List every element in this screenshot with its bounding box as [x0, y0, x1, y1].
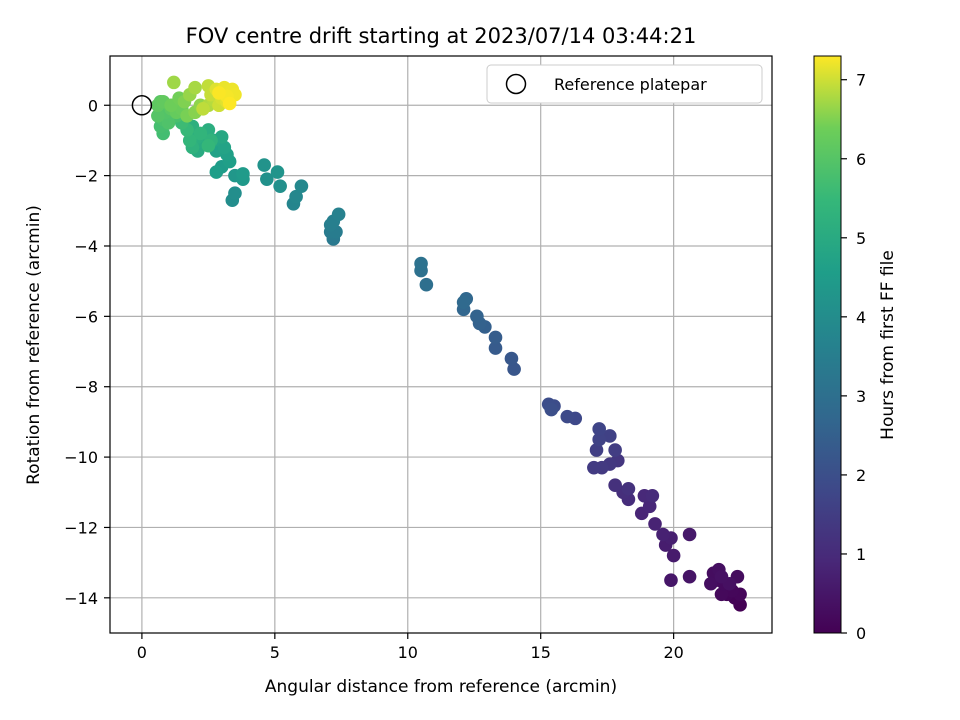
scatter-point: [608, 443, 622, 457]
x-tick-label: 5: [270, 643, 280, 662]
scatter-point: [214, 130, 229, 144]
scatter-point: [331, 207, 346, 222]
scatter-point: [419, 277, 434, 292]
scatter-point: [664, 573, 678, 588]
scatter-point: [504, 351, 519, 366]
scatter-point: [294, 179, 309, 193]
scatter-point: [456, 295, 471, 310]
scatter-point: [217, 140, 232, 155]
scatter-point: [257, 158, 272, 172]
scatter-point: [182, 133, 197, 148]
y-tick-label: −6: [74, 307, 98, 326]
reference-platepar-marker: [131, 95, 153, 116]
chart-title: FOV centre drift starting at 2023/07/14 …: [186, 24, 697, 48]
scatter-point: [167, 75, 181, 90]
scatter-point: [161, 116, 176, 130]
legend: Reference platepar: [486, 64, 763, 104]
scatter-point: [236, 167, 250, 181]
scatter-point: [714, 587, 729, 602]
scatter-point: [714, 569, 729, 584]
scatter-point: [544, 402, 559, 417]
scatter-point: [414, 256, 428, 271]
colorbar-tick-label: 5: [856, 229, 866, 248]
y-tick-label: −2: [74, 167, 98, 186]
colorbar-tick-label: 0: [856, 624, 866, 643]
legend-box: [486, 64, 763, 104]
y-axis-ticks: 0 −2 −4 −6 −8 −10 −12 −14: [64, 96, 110, 608]
x-tick-label: 20: [663, 643, 683, 662]
scatter-point: [656, 527, 670, 542]
scatter-point: [603, 429, 617, 443]
scatter-point: [560, 409, 575, 424]
scatter-point: [270, 165, 285, 179]
colorbar: 0 1 2 3 4 5 6 7 Hours from first FF file: [813, 55, 898, 643]
plot-frame: [109, 55, 773, 634]
scatter-point: [273, 179, 287, 193]
scatter-point: [151, 109, 165, 123]
y-tick-label: −10: [64, 448, 98, 467]
scatter-point: [188, 80, 202, 95]
scatter-points: [131, 75, 747, 612]
scatter-point: [589, 443, 604, 457]
scatter-point: [587, 460, 601, 475]
colorbar-tick-label: 2: [856, 466, 866, 485]
y-axis-label: Rotation from reference (arcmin): [24, 205, 44, 485]
scatter-point: [488, 341, 503, 355]
y-tick-label: −14: [64, 589, 98, 608]
scatter-point: [289, 189, 303, 204]
scatter-point: [608, 478, 622, 493]
scatter-point: [193, 126, 208, 141]
scatter-point: [228, 186, 242, 201]
colorbar-tick-label: 3: [856, 387, 866, 406]
scatter-point: [621, 481, 636, 496]
legend-marker-reference: [505, 73, 527, 95]
colorbar-label: Hours from first FF file: [878, 250, 898, 440]
scatter-point: [260, 172, 274, 186]
legend-entry-reference: Reference platepar: [554, 75, 707, 94]
y-tick-label: −8: [74, 378, 98, 397]
x-axis-label: Angular distance from reference (arcmin): [265, 677, 617, 697]
scatter-point: [222, 96, 237, 111]
y-tick-label: 0: [88, 96, 98, 115]
y-tick-label: −4: [74, 237, 98, 256]
y-tick-label: −12: [64, 518, 98, 537]
colorbar-gradient: [813, 55, 842, 634]
scatter-point: [201, 138, 216, 153]
x-tick-label: 15: [531, 643, 551, 662]
colorbar-ticks: 0 1 2 3 4 5 6 7: [841, 71, 866, 643]
x-tick-label: 0: [137, 643, 147, 662]
scatter-point: [704, 576, 718, 591]
scatter-point: [642, 499, 657, 514]
scatter-point: [592, 422, 606, 436]
scatter-point: [507, 362, 521, 376]
scatter-point: [592, 432, 606, 447]
scatter-point: [212, 86, 226, 100]
scatter-point: [682, 527, 697, 542]
scatter-point: [666, 548, 681, 563]
x-axis-ticks: 0 5 10 15 20: [137, 633, 684, 662]
scatter-point: [470, 309, 484, 324]
scatter-point: [196, 101, 210, 116]
scatter-point: [648, 517, 662, 531]
scatter-point: [682, 569, 697, 584]
scatter-point: [488, 330, 503, 345]
x-tick-label: 10: [398, 643, 418, 662]
scatter-point: [645, 488, 660, 503]
colorbar-tick-label: 7: [856, 71, 866, 90]
scatter-point: [209, 165, 224, 179]
colorbar-tick-label: 6: [856, 150, 866, 169]
colorbar-tick-label: 4: [856, 308, 866, 327]
colorbar-tick-label: 1: [856, 545, 866, 564]
